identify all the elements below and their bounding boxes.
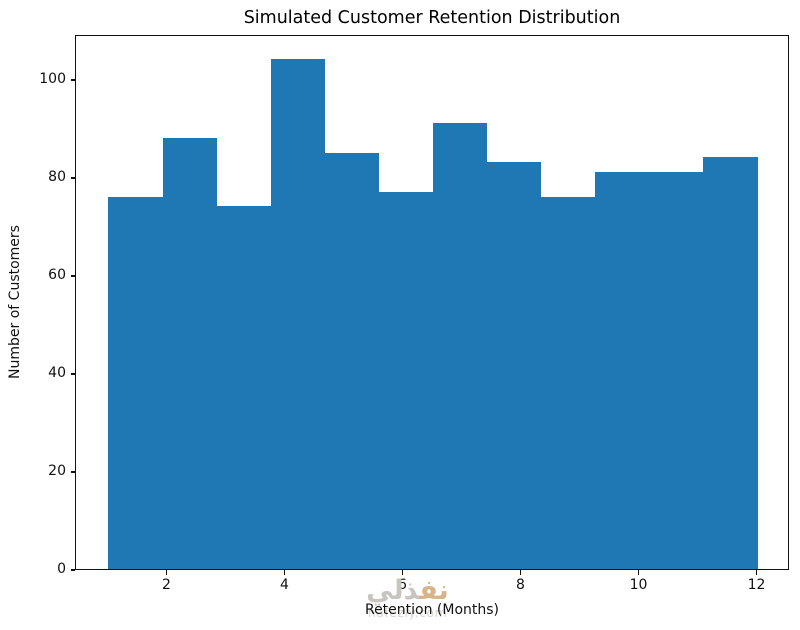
histogram-bar	[378, 191, 433, 569]
x-tick-mark	[283, 570, 286, 575]
histogram-bar	[649, 172, 704, 569]
histogram-bar	[433, 123, 488, 569]
histogram-bar	[324, 152, 379, 569]
y-tick-mark	[70, 569, 75, 571]
y-tick-mark	[70, 373, 75, 375]
y-tick-label: 100	[39, 71, 66, 88]
x-tick-mark	[637, 570, 640, 575]
x-tick-label: 10	[629, 577, 648, 593]
x-tick-mark	[519, 570, 522, 575]
y-tick-label: 0	[57, 561, 66, 577]
y-tick-mark	[70, 177, 75, 179]
plot-area	[75, 35, 789, 570]
x-tick-label: 12	[747, 577, 766, 593]
histogram-bar	[541, 196, 596, 569]
y-tick-label: 40	[48, 365, 66, 382]
histogram-bar	[703, 157, 758, 569]
x-tick-label: 4	[280, 577, 289, 593]
bars-container	[76, 36, 788, 569]
x-tick-label: 8	[516, 577, 525, 593]
x-axis-label: Retention (Months)	[364, 602, 500, 618]
histogram-bar	[270, 59, 325, 569]
histogram-bar	[595, 172, 650, 569]
histogram-bar	[108, 196, 163, 569]
x-tick-label: 2	[161, 577, 171, 593]
x-tick-mark	[755, 570, 758, 575]
chart-title: Simulated Customer Retention Distributio…	[243, 8, 621, 28]
y-axis-label: Number of Customers	[7, 225, 23, 379]
histogram-bar	[487, 162, 542, 569]
x-tick-label: 6	[398, 577, 407, 593]
histogram-bar	[216, 206, 271, 569]
y-tick-mark	[70, 79, 75, 81]
y-tick-mark	[70, 275, 75, 277]
y-tick-label: 80	[48, 169, 66, 186]
y-tick-label: 60	[48, 267, 66, 284]
y-tick-mark	[70, 471, 75, 473]
x-tick-mark	[165, 570, 168, 575]
histogram-bar	[162, 137, 217, 569]
x-tick-mark	[401, 570, 404, 575]
y-tick-label: 20	[48, 463, 66, 479]
